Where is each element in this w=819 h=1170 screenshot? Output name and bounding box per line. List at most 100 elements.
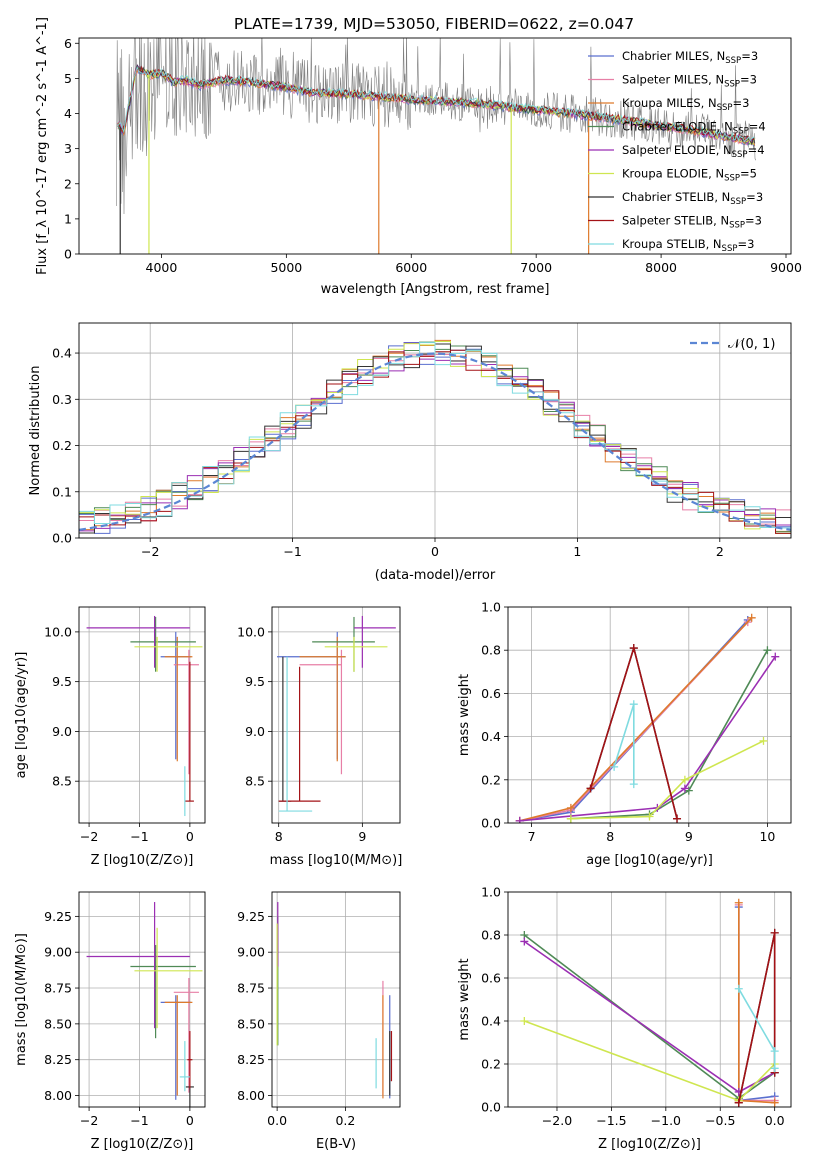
legend-entry-subscript: SSP xyxy=(724,174,740,184)
model-spectrum-line xyxy=(117,65,756,143)
spectrum-y-axis-label: Flux [f_λ 10^-17 erg cm^-2 s^-1 A^-1] xyxy=(35,17,50,275)
x-tick-label: 8 xyxy=(606,829,614,844)
age-vs-mass-frame xyxy=(271,606,401,824)
mass-weight-line xyxy=(570,649,769,820)
mass-weight-marker xyxy=(673,814,682,823)
x-tick-label: 6000 xyxy=(395,260,427,275)
mass-weight-line xyxy=(570,740,764,820)
x-tick-label: −2 xyxy=(80,829,98,844)
errorbar-point xyxy=(278,666,321,802)
mass-weight-marker xyxy=(759,736,768,745)
legend-entry: Chabrier STELIB, NSSP=3 xyxy=(622,190,763,207)
figure-title: PLATE=1739, MJD=53050, FIBERID=0622, z=0… xyxy=(234,15,634,33)
legend-entry-name: Chabrier STELIB xyxy=(622,190,714,204)
y-tick-label: 0.8 xyxy=(481,643,501,658)
y-tick-label: 4 xyxy=(64,106,72,121)
mass-weight-vs-age-x-axis-label: age [log10(age/yr)] xyxy=(586,853,713,868)
legend-entry-name: Kroupa ELODIE xyxy=(622,167,708,181)
y-tick-label: 0.6 xyxy=(481,971,501,986)
legend-entry-eq: = xyxy=(732,96,742,110)
y-tick-label: 5 xyxy=(64,71,72,86)
mass-weight-vs-age-y-axis-label: mass weight xyxy=(457,674,472,756)
x-tick-label: 0.0 xyxy=(765,1113,785,1128)
legend-entry-subscript: SSP xyxy=(729,221,745,231)
y-tick-label: 0.2 xyxy=(481,1057,501,1072)
legend-entry: Chabrier ELODIE, NSSP=4 xyxy=(622,120,766,137)
mass-weight-marker xyxy=(763,646,772,655)
age-vs-Z-plot-area xyxy=(86,615,203,817)
errorbar-point xyxy=(134,927,203,1029)
legend-entry-eq: = xyxy=(748,143,758,157)
legend-entry-subscript: SSP xyxy=(733,127,749,137)
legend-entry-eq: = xyxy=(745,214,755,228)
legend-entry: Salpeter MILES, NSSP=3 xyxy=(622,73,757,90)
residual-histogram xyxy=(79,342,791,538)
mass-weight-marker xyxy=(680,775,689,784)
legend-entry-nssp: 3 xyxy=(755,214,762,228)
x-tick-label: 8 xyxy=(275,829,283,844)
legend-entry-name: Kroupa MILES xyxy=(622,96,701,110)
mass-weight-marker xyxy=(629,644,638,653)
mass-weight-marker xyxy=(770,928,779,937)
y-tick-label: 9.25 xyxy=(237,909,265,924)
mass-weight-marker xyxy=(734,984,743,993)
legend-entry-nssp-prefix: , N xyxy=(701,96,717,110)
legend-entry-nssp: 4 xyxy=(758,120,765,134)
errorbar-point xyxy=(134,636,203,672)
legend-entry-nssp-prefix: , N xyxy=(716,143,732,157)
y-tick-label: 0.0 xyxy=(52,531,72,546)
y-tick-label: 1.0 xyxy=(481,600,501,615)
legend-entry: 𝒩(0, 1) xyxy=(728,337,775,352)
spectrum-plot-area xyxy=(116,38,757,254)
mass-weight-marker xyxy=(734,1098,743,1107)
errorbar-point xyxy=(353,615,396,668)
mass-vs-Z-plot-area xyxy=(86,902,203,1107)
errorbar-point xyxy=(179,1041,190,1092)
errorbar-point xyxy=(173,649,199,775)
y-tick-label: 0.4 xyxy=(52,346,72,361)
mass-weight-marker xyxy=(515,816,524,823)
x-tick-label: 0 xyxy=(431,544,439,559)
y-tick-label: 8.5 xyxy=(52,774,72,789)
legend-entry-subscript: SSP xyxy=(730,197,746,207)
y-tick-label: 2 xyxy=(64,176,72,191)
legend-entry-eq: = xyxy=(746,190,756,204)
legend-entry-subscript: SSP xyxy=(722,244,738,254)
x-tick-label: −2 xyxy=(80,1113,98,1128)
residuals-x-axis-label: (data-model)/error xyxy=(375,568,496,583)
errorbar-point xyxy=(324,636,388,672)
y-tick-label: 0.0 xyxy=(481,816,501,831)
errorbar-point xyxy=(164,995,193,1096)
x-tick-label: 2 xyxy=(716,544,724,559)
legend-entry-name: Salpeter ELODIE xyxy=(622,143,716,157)
legend-entry-nssp-prefix: , N xyxy=(717,120,733,134)
mass-weight-marker xyxy=(680,784,689,793)
mass-weight-vs-Z-y-axis-label: mass weight xyxy=(457,958,472,1040)
x-tick-label: 0 xyxy=(186,829,194,844)
x-tick-label: 5000 xyxy=(270,260,302,275)
y-tick-label: 8.75 xyxy=(237,981,265,996)
legend-entry-subscript: SSP xyxy=(724,80,740,90)
mass-weight-marker xyxy=(770,1047,779,1056)
y-tick-label: 8.00 xyxy=(237,1088,265,1103)
y-tick-label: 0 xyxy=(64,247,72,262)
legend-entry-nssp-prefix: , N xyxy=(713,214,729,228)
legend-entry-nssp: 3 xyxy=(756,190,763,204)
mass-weight-marker xyxy=(770,1064,779,1073)
legend-entry-eq: = xyxy=(740,73,750,87)
y-tick-label: 8.75 xyxy=(44,981,72,996)
residuals-plot-area xyxy=(79,339,791,538)
legend-entry-eq: = xyxy=(741,49,751,63)
legend-entry-nssp: 3 xyxy=(750,73,757,87)
errorbar-point xyxy=(164,636,193,762)
y-tick-label: 1.0 xyxy=(481,885,501,900)
x-tick-label: 7000 xyxy=(520,260,552,275)
mass-weight-marker xyxy=(610,762,619,771)
age-vs-mass-plot-area xyxy=(277,615,396,812)
mass-weight-marker xyxy=(629,700,638,709)
y-tick-label: 0.3 xyxy=(52,392,72,407)
x-tick-label: 0.0 xyxy=(267,1113,287,1128)
errorbar-point xyxy=(187,1031,193,1089)
